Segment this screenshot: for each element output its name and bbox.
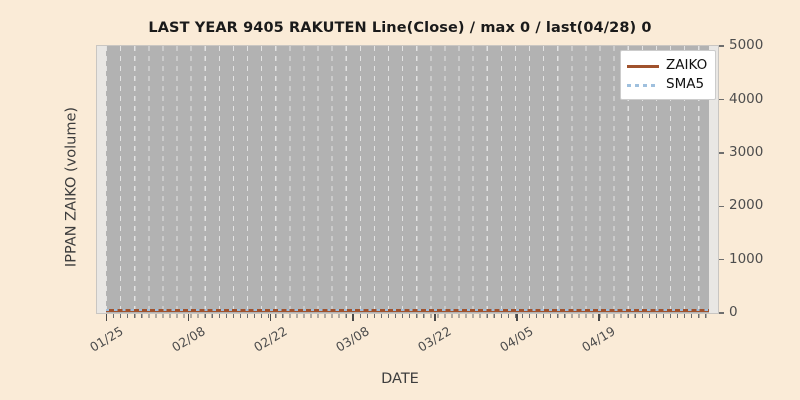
y-tick-label: 3000	[729, 144, 764, 161]
chart-legend[interactable]: ZAIKO SMA5	[620, 50, 717, 100]
x-axis-title: DATE	[381, 371, 419, 387]
x-tick-label: 01/25	[87, 323, 126, 355]
legend-label-zaiko: ZAIKO	[666, 56, 708, 73]
axis-spine-left	[96, 46, 98, 314]
x-tick-mark	[270, 314, 272, 321]
x-tick-mark	[434, 314, 436, 321]
y-tick-mark	[719, 98, 724, 101]
y-tick-mark	[719, 152, 724, 154]
x-tick-label: 02/08	[169, 323, 208, 355]
x-tick-label: 03/08	[333, 323, 372, 355]
y-tick-mark	[719, 258, 724, 261]
y-tick-mark	[719, 45, 724, 47]
x-tick-label: 03/22	[415, 323, 454, 355]
legend-item-zaiko[interactable]: ZAIKO	[627, 56, 707, 75]
plot-area	[97, 46, 718, 313]
x-tick-label: 02/22	[251, 323, 290, 355]
x-tick-mark	[598, 314, 600, 321]
plot-right-margin-band	[709, 46, 718, 313]
legend-swatch-zaiko	[627, 60, 659, 72]
x-tick-mark	[188, 314, 190, 321]
y-tick-label: 5000	[729, 37, 764, 54]
legend-label-sma5: SMA5	[666, 75, 705, 92]
series-line-sma5	[106, 308, 709, 311]
axis-spine-right	[718, 46, 720, 314]
y-tick-label: 0	[729, 304, 738, 321]
y-axis-title: IPPAN ZAIKO (volume)	[63, 106, 80, 268]
x-tick-mark	[106, 314, 108, 321]
legend-swatch-sma5	[627, 79, 659, 91]
y-tick-mark	[719, 205, 724, 207]
x-tick-mark	[516, 314, 518, 321]
axis-spine-bottom	[96, 313, 719, 315]
y-tick-label: 1000	[729, 250, 764, 267]
plot-left-margin-band	[97, 46, 106, 313]
y-tick-label: 4000	[729, 90, 764, 107]
x-tick-label: 04/19	[579, 323, 618, 355]
x-tick-mark	[352, 314, 354, 321]
axis-spine-top	[96, 45, 719, 47]
vertical-gridlines	[106, 46, 709, 313]
y-tick-label: 2000	[729, 197, 764, 214]
legend-item-sma5[interactable]: SMA5	[627, 75, 707, 94]
y-tick-mark	[719, 312, 724, 314]
x-axis-minor-ticks	[106, 314, 709, 318]
x-tick-label: 04/05	[497, 323, 536, 355]
chart-title: LAST YEAR 9405 RAKUTEN Line(Close) / max…	[148, 20, 652, 36]
